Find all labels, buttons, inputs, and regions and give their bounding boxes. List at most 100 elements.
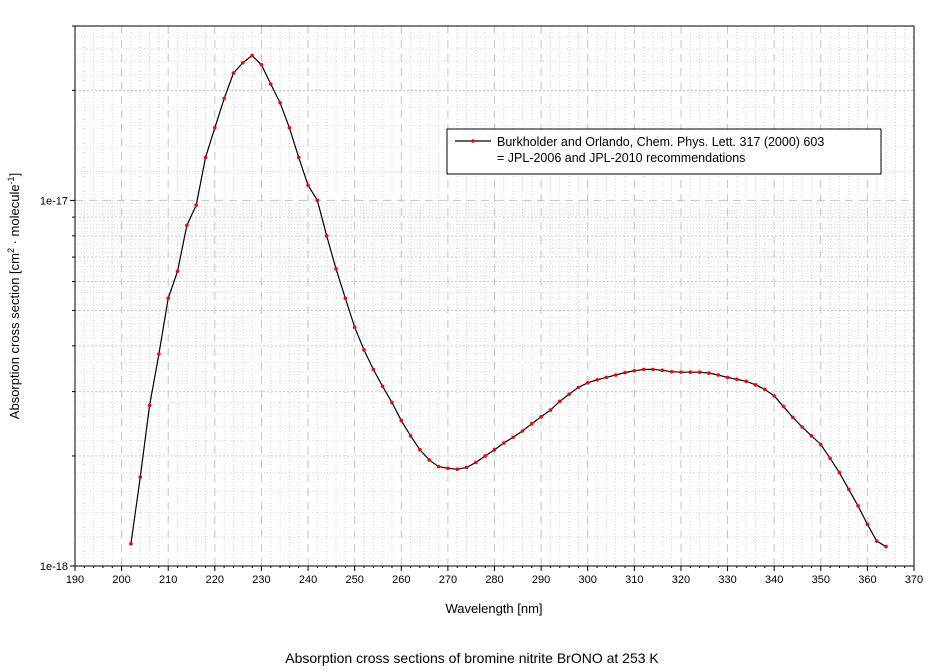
y-axis-label: Absorption cross section [cm2 · molecule… — [6, 173, 22, 419]
data-point — [259, 62, 264, 67]
data-point — [343, 296, 348, 301]
data-point — [138, 475, 143, 479]
data-point — [557, 399, 562, 404]
legend-marker-sample — [471, 139, 475, 143]
data-point — [809, 434, 814, 438]
data-point — [268, 82, 273, 86]
data-point — [781, 404, 786, 409]
series-line — [130, 54, 887, 548]
x-tick-label: 350 — [812, 574, 830, 586]
x-tick-label: 240 — [299, 574, 317, 586]
data-point — [296, 155, 301, 160]
data-point — [884, 544, 888, 549]
data-point — [380, 384, 385, 389]
data-point — [511, 435, 515, 440]
y-axis-label-mid: · molecule — [7, 184, 22, 248]
data-point — [725, 375, 730, 380]
data-point — [231, 71, 236, 75]
x-tick-label: 250 — [345, 574, 363, 586]
x-tick-label: 190 — [66, 574, 84, 586]
data-point — [800, 425, 804, 429]
x-tick-label: 370 — [905, 574, 923, 586]
data-point — [324, 234, 329, 238]
data-point — [241, 60, 245, 65]
data-point — [660, 368, 665, 373]
legend-entry-line1: Burkholder and Orlando, Chem. Phys. Lett… — [497, 135, 824, 149]
data-point — [222, 96, 226, 101]
x-axis-label: Wavelength [nm] — [445, 601, 542, 616]
data-point — [669, 369, 674, 374]
data-point — [399, 418, 404, 423]
data-point — [436, 464, 441, 469]
x-tick-label: 220 — [206, 574, 224, 586]
data-point — [828, 456, 832, 461]
data-point — [735, 377, 739, 382]
data-point — [865, 522, 870, 527]
data-point — [166, 296, 171, 301]
data-point — [856, 504, 860, 508]
grid — [75, 25, 914, 566]
x-tick-label: 210 — [159, 574, 177, 586]
data-point — [679, 370, 683, 374]
data-point — [390, 400, 394, 405]
data-point — [362, 348, 366, 352]
legend-box — [446, 128, 882, 175]
data-point — [520, 429, 525, 433]
y-axis: 1e-18 1e-17 — [40, 25, 75, 573]
y-axis-label-sup1: 2 — [6, 248, 16, 253]
data-point — [371, 367, 376, 372]
data-point — [874, 539, 879, 543]
data-point — [474, 460, 478, 465]
data-point — [492, 447, 497, 452]
data-point — [716, 373, 721, 377]
x-tick-label: 280 — [485, 574, 503, 586]
data-point — [306, 183, 310, 188]
data-point — [632, 368, 637, 373]
x-axis: 190 200 210 220 230 240 250 260 270 280 290 300 310 3… — [66, 566, 923, 586]
data-point — [250, 53, 254, 58]
data-point — [837, 470, 842, 475]
data-point — [483, 454, 487, 458]
data-point — [651, 367, 655, 372]
data-point — [418, 447, 422, 452]
figure-caption: Absorption cross sections of bromine nit… — [285, 650, 659, 666]
data-point — [567, 392, 571, 397]
legend: Burkholder and Orlando, Chem. Phys. Lett… — [446, 128, 882, 175]
data-point — [427, 458, 432, 462]
data-point — [707, 371, 711, 375]
data-point — [688, 370, 693, 374]
data-point — [595, 378, 599, 382]
data-point — [455, 467, 460, 471]
y-axis-label-sup2: -1 — [6, 176, 16, 184]
y-axis-label-end: ] — [7, 173, 22, 177]
data-point — [464, 465, 469, 470]
y-tick-label: 1e-18 — [40, 561, 68, 573]
data-point — [772, 394, 776, 398]
data-point — [315, 198, 320, 203]
data-point — [623, 370, 627, 375]
y-axis-label-main: Absorption cross section [cm — [7, 253, 22, 419]
data-point — [185, 223, 189, 228]
data-point — [604, 375, 609, 380]
x-tick-label: 340 — [765, 574, 783, 586]
x-tick-label: 330 — [718, 574, 736, 586]
data-point — [548, 408, 553, 412]
data-point — [147, 403, 152, 408]
data-point — [697, 370, 702, 374]
data-point — [641, 367, 646, 372]
data-point — [213, 125, 217, 130]
x-tick-label: 200 — [112, 574, 130, 586]
data-point — [334, 267, 338, 271]
data-point — [529, 421, 534, 426]
data-point — [613, 373, 618, 377]
x-tick-label: 270 — [439, 574, 457, 586]
data-point — [753, 383, 758, 387]
data-point — [576, 385, 581, 390]
data-point — [763, 387, 767, 392]
data-point — [846, 487, 851, 492]
y-tick-label: 1e-17 — [40, 195, 68, 207]
x-tick-label: 310 — [625, 574, 643, 586]
data-point — [194, 203, 198, 208]
x-tick-label: 300 — [579, 574, 597, 586]
